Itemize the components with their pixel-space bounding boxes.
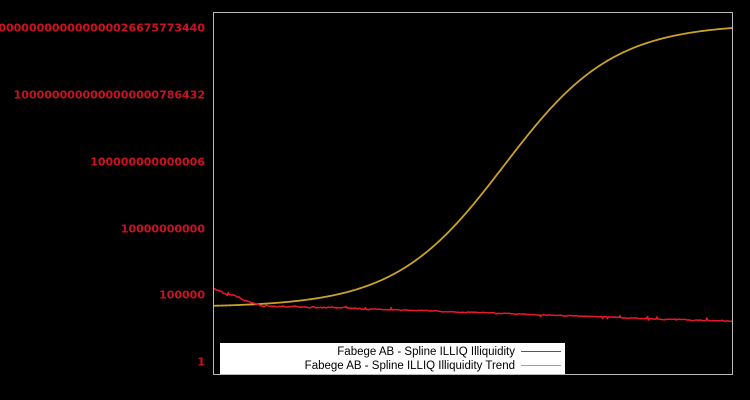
y-axis-tick-label: 100000000000006 <box>90 155 205 169</box>
legend-item: Fabege AB - Spline ILLIQ Illiquidity <box>220 345 561 359</box>
trend-line <box>214 27 732 307</box>
legend-color-swatch <box>521 351 561 352</box>
illiquidity-line <box>214 287 732 323</box>
y-axis-tick-label: 10000000000 <box>120 222 205 236</box>
chart-canvas <box>214 27 732 323</box>
plot-area <box>213 12 733 375</box>
legend-label: Fabege AB - Spline ILLIQ Illiquidity Tre… <box>304 359 515 372</box>
legend-color-swatch <box>521 365 561 366</box>
legend-item: Fabege AB - Spline ILLIQ Illiquidity Tre… <box>220 359 561 373</box>
y-axis-tick-label: 1 <box>197 355 205 369</box>
legend-label: Fabege AB - Spline ILLIQ Illiquidity <box>337 345 515 358</box>
y-axis-tick-label: 100000 <box>159 288 205 302</box>
y-axis-tick-label: 1000000000000000000026675773440 <box>0 21 205 35</box>
y-axis-tick-label: 1000000000000000000786432 <box>13 88 205 102</box>
legend: Fabege AB - Spline ILLIQ Illiquidity Fab… <box>220 343 565 374</box>
